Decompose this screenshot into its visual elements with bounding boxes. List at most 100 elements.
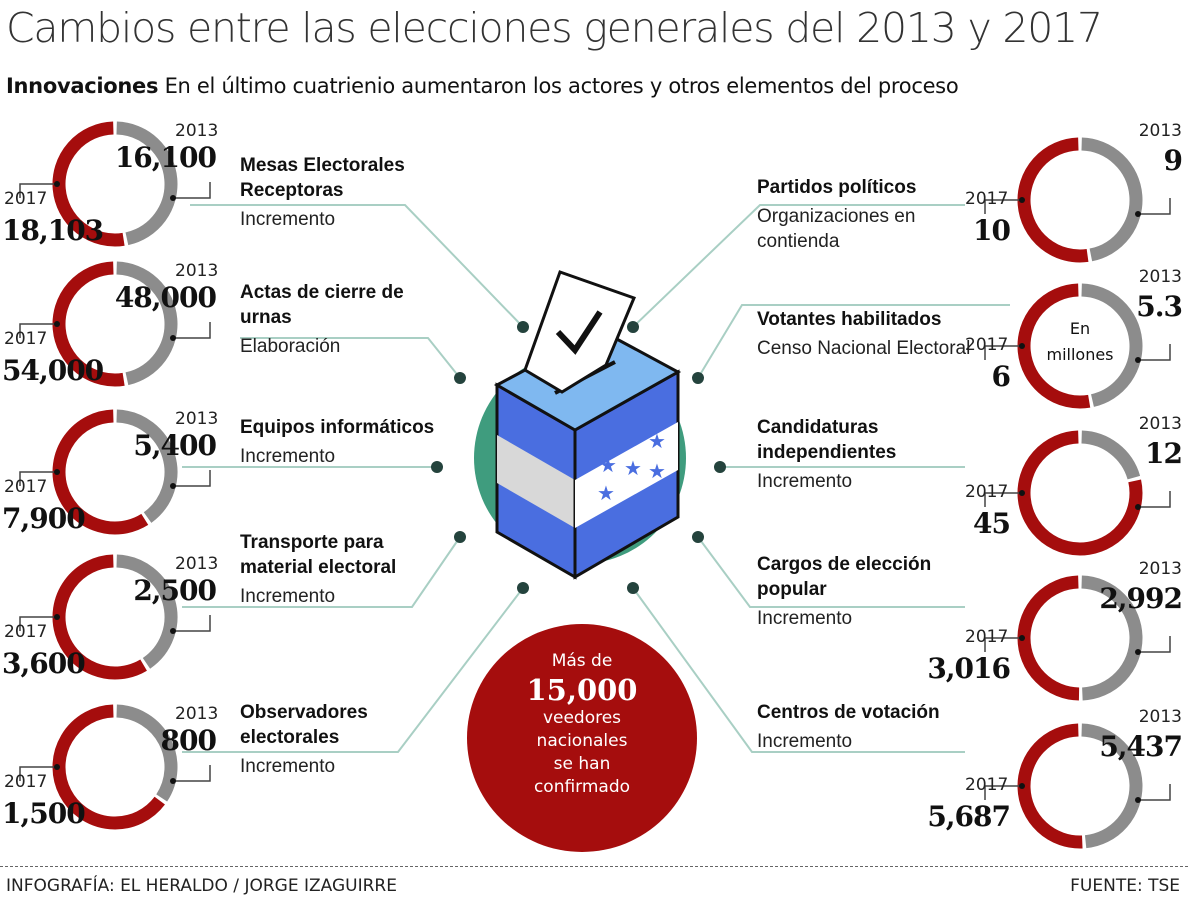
callout-line3: nacionales	[536, 731, 628, 751]
year-2013-label: 2013	[1138, 267, 1182, 287]
year-2013-label: 2013	[175, 121, 219, 141]
year-2017-label: 2017	[965, 189, 1009, 209]
leader-2013	[173, 182, 211, 199]
value-2017: 54,000	[2, 354, 104, 387]
item-text-block: Partidos políticos Organizaciones en cont…	[757, 175, 957, 254]
left-donut-3-2013-arc	[116, 554, 178, 669]
subtitle-text: En el último cuatrienio aumentaron los a…	[164, 74, 959, 98]
value-2013: 5,437	[1099, 730, 1183, 763]
right-donut-0-2017-arc	[1017, 137, 1089, 263]
item-sublabel: Elaboración	[240, 336, 341, 357]
leader-2013	[1138, 636, 1171, 653]
connector-line	[697, 536, 965, 608]
item-sublabel: Organizaciones en contienda	[757, 206, 916, 252]
item-text-block: Votantes habilitados Censo Nacional Elect…	[757, 307, 982, 361]
year-2013-label: 2013	[1138, 414, 1182, 434]
page-title: Cambios entre las elecciones generales d…	[6, 4, 1103, 52]
connector-dot	[517, 582, 529, 594]
box-left-white-stripe	[497, 435, 575, 528]
leader-2017	[19, 766, 57, 781]
value-2013: 16,100	[114, 141, 217, 174]
value-2013: 5.3	[1136, 290, 1183, 323]
value-2013: 48,000	[114, 281, 217, 314]
year-2013-label: 2013	[175, 409, 219, 429]
left-donut-2-2013-arc	[116, 409, 178, 523]
right-donut-2-2017-arc	[1017, 430, 1143, 556]
box-right-white-stripe	[575, 422, 678, 528]
leader-dot	[1135, 797, 1141, 803]
connector-dot	[627, 582, 639, 594]
leader-2013	[1138, 344, 1171, 361]
leader-dot	[1019, 197, 1025, 203]
star-icon: ★	[624, 456, 642, 480]
item-label: Observadores electorales	[240, 702, 368, 748]
leader-2013	[1138, 198, 1171, 215]
footer-source: FUENTE: TSE	[1070, 876, 1180, 896]
item-sublabel: Incremento	[757, 608, 853, 629]
item-text-block: Equipos informáticos Incremento	[240, 415, 455, 469]
star-icon: ★	[648, 459, 666, 483]
connector-dot	[692, 531, 704, 543]
item-label: Actas de cierre de urnas	[240, 282, 404, 328]
leader-dot	[170, 335, 176, 341]
leader-dot	[54, 469, 60, 475]
year-2017-label: 2017	[4, 189, 48, 209]
connector-dot	[454, 372, 466, 384]
callout-line4: se han	[553, 754, 611, 774]
leader-dot	[54, 614, 60, 620]
leader-dot	[170, 195, 176, 201]
value-2017: 1,500	[2, 797, 86, 830]
leader-dot	[170, 483, 176, 489]
item-sublabel: Incremento	[757, 471, 853, 492]
leader-2017	[984, 199, 1022, 214]
year-2017-label: 2017	[4, 772, 48, 792]
item-sublabel: Incremento	[240, 586, 336, 607]
left-donut-1-2013-arc	[116, 261, 178, 386]
callout-line5: confirmado	[533, 777, 631, 797]
leader-dot	[1019, 783, 1025, 789]
item-label: Cargos de elección popular	[757, 554, 932, 600]
value-2017: 3,016	[927, 652, 1011, 685]
value-2017: 3,600	[2, 647, 86, 680]
item-text-block: Observadores electorales Incremento	[240, 700, 455, 779]
footer-divider	[0, 866, 1188, 867]
item-sublabel: Incremento	[240, 446, 336, 467]
value-2013: 12	[1145, 437, 1183, 470]
callout-line2: veedores	[542, 708, 622, 728]
leader-2017	[984, 345, 1022, 360]
value-2017: 45	[973, 507, 1011, 540]
item-sublabel: Incremento	[240, 756, 336, 777]
leader-dot	[1135, 504, 1141, 510]
leader-dot	[54, 764, 60, 770]
right-donut-4-2017-arc	[1017, 723, 1083, 849]
leader-2013	[1138, 491, 1171, 508]
item-text-block: Candidaturas independientes Incremento	[757, 415, 957, 494]
leader-dot	[170, 778, 176, 784]
value-2013: 2,992	[1099, 582, 1183, 615]
leader-2013	[173, 470, 211, 487]
item-sublabel: Incremento	[240, 209, 336, 230]
leader-2013	[173, 322, 211, 339]
volunteers-callout: Más de 15,000 veedores nacionales se han…	[467, 624, 697, 852]
value-2013: 5,400	[133, 429, 217, 462]
connector-dot	[517, 321, 529, 333]
leader-2017	[984, 785, 1022, 800]
item-label: Equipos informáticos	[240, 417, 435, 438]
subtitle-bold: Innovaciones	[6, 74, 159, 98]
star-icon: ★	[599, 453, 617, 477]
item-sublabel: Incremento	[757, 731, 853, 752]
right-donut-3-2017-arc	[1017, 575, 1080, 701]
item-label: Votantes habilitados	[757, 309, 942, 330]
unit-note: En millones	[1046, 319, 1114, 364]
year-2017-label: 2017	[965, 482, 1009, 502]
value-2017: 6	[991, 360, 1012, 393]
value-2017: 18,103	[2, 214, 104, 247]
leader-dot	[1135, 649, 1141, 655]
right-donut-0-2013-arc	[1081, 137, 1143, 262]
callout-line1: Más de	[551, 651, 613, 671]
right-donut-3-2013-arc	[1081, 575, 1143, 701]
leader-dot	[1135, 357, 1141, 363]
value-2013: 9	[1163, 144, 1184, 177]
year-2013-label: 2013	[175, 554, 219, 574]
value-2017: 10	[973, 214, 1011, 247]
